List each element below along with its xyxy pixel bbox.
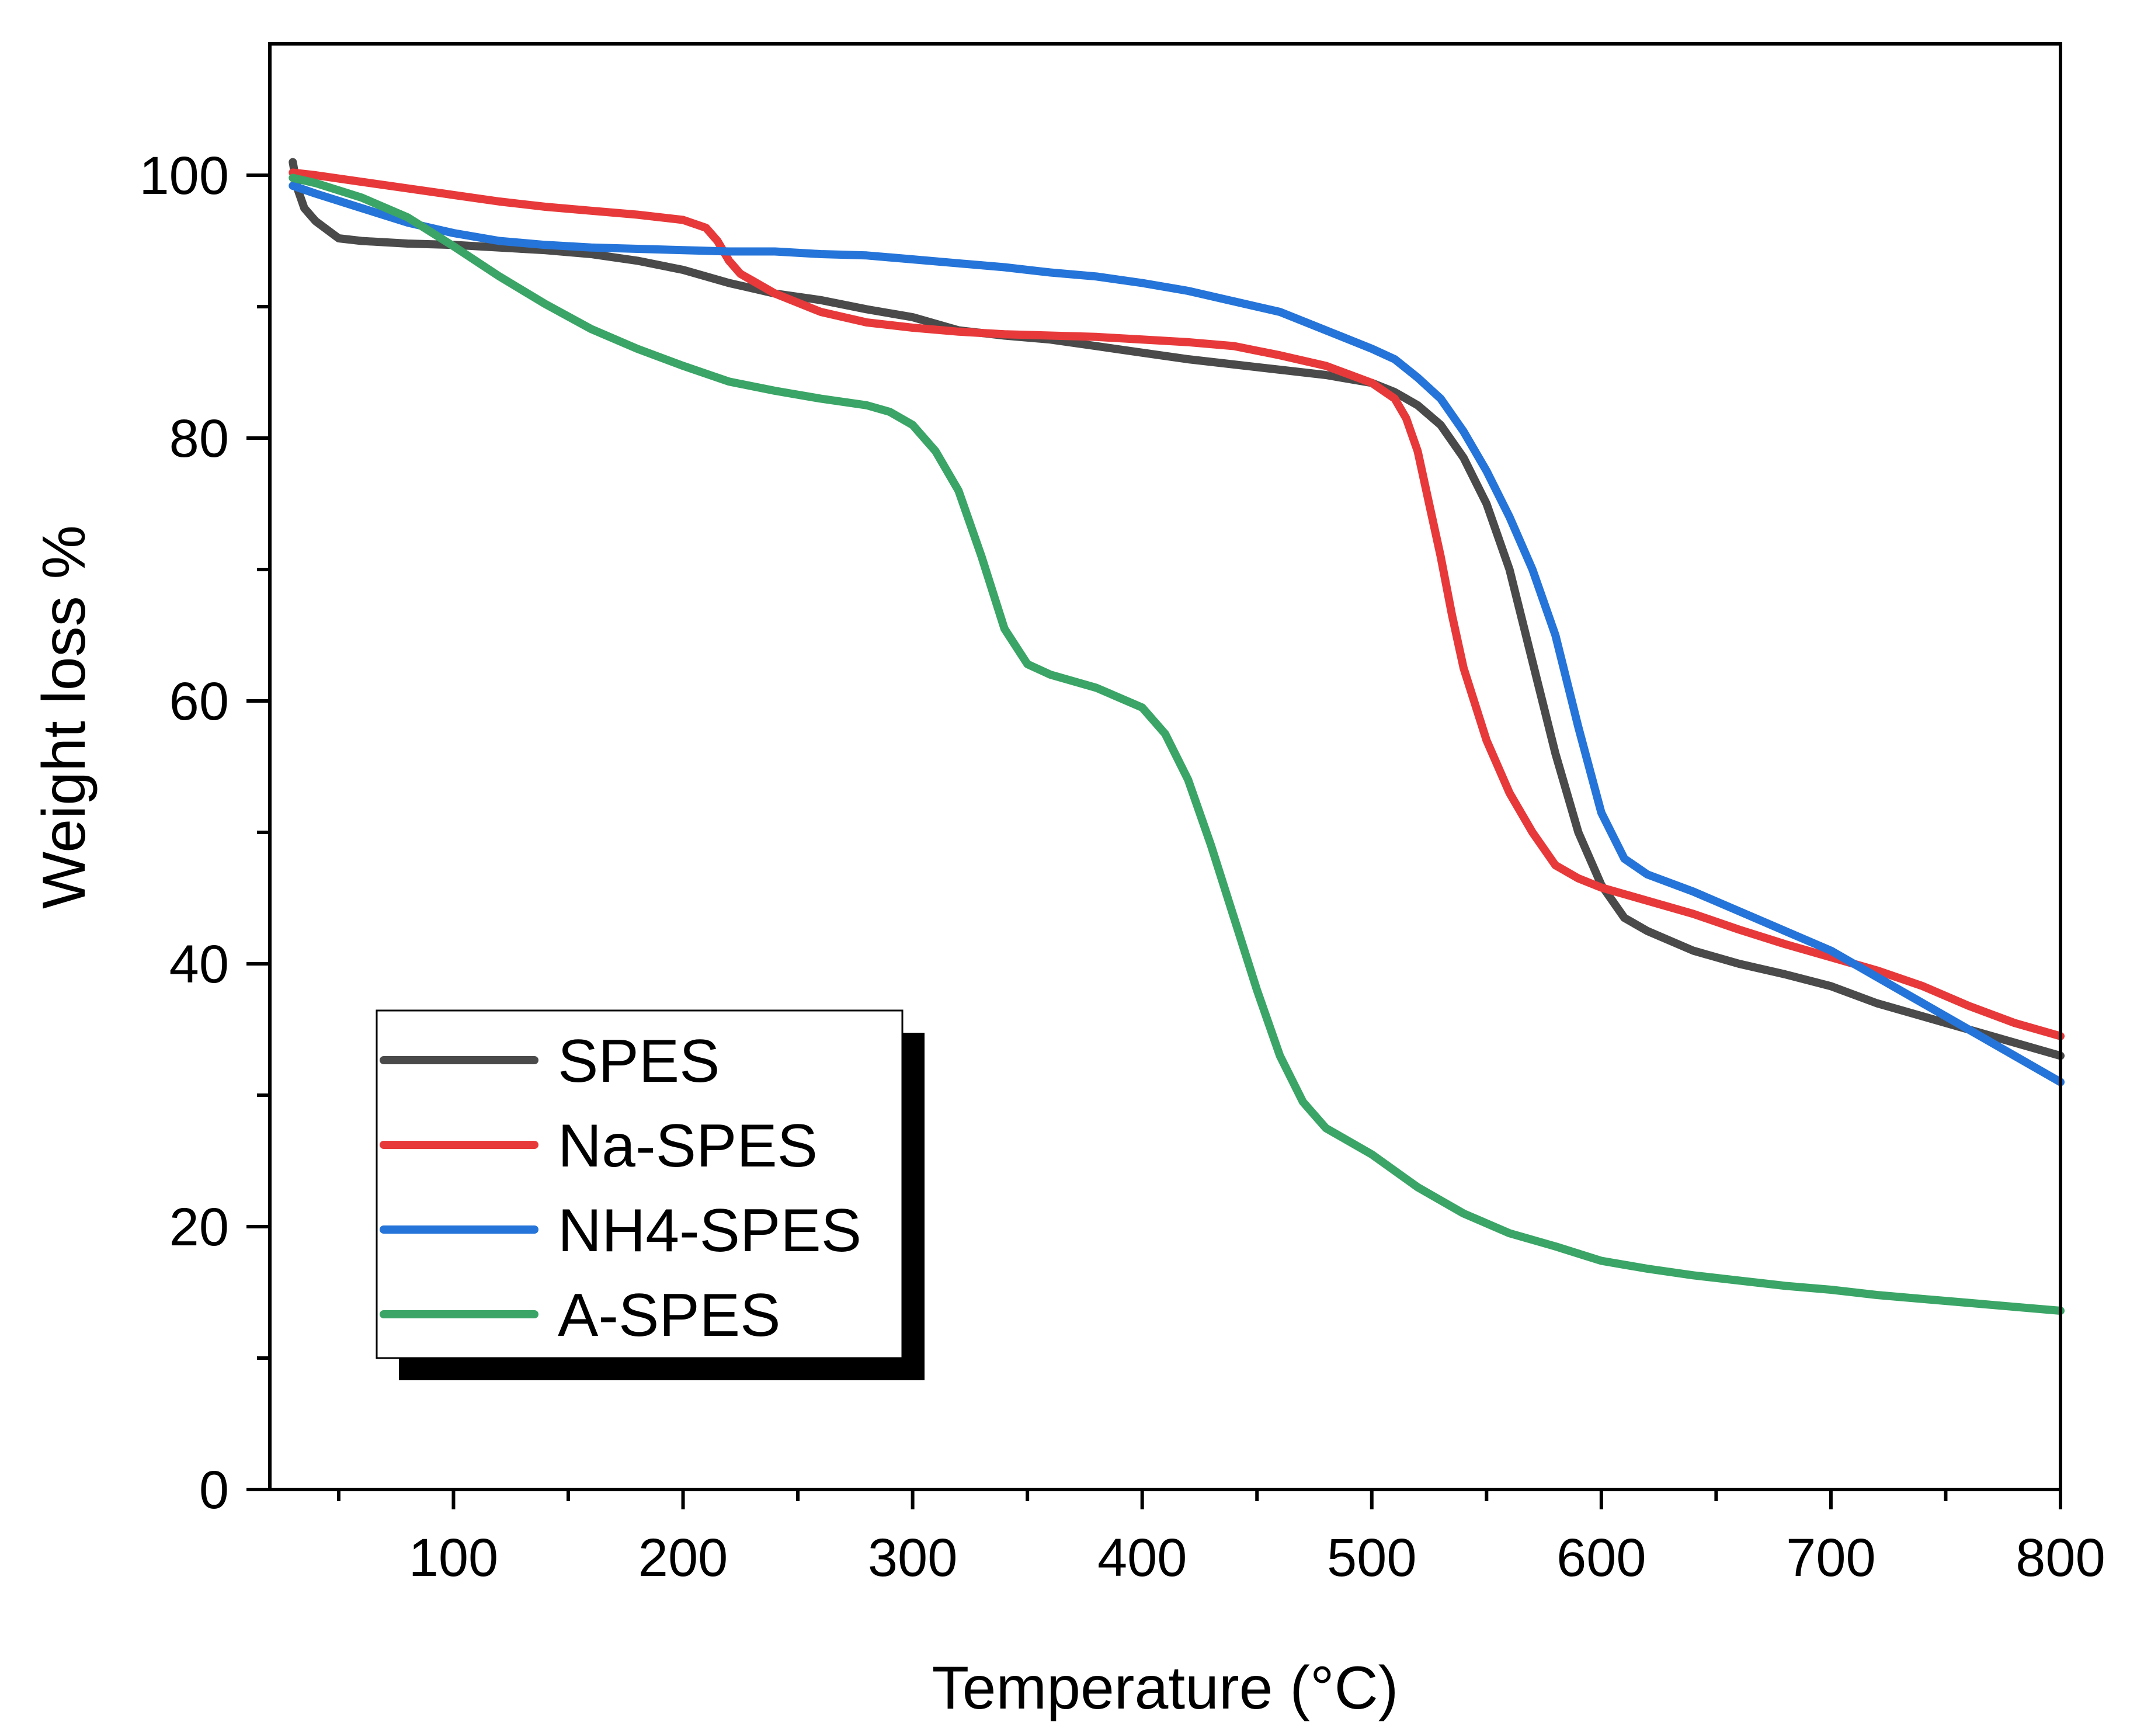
x-tick-label-600: 600 — [1556, 1528, 1646, 1588]
x-tick-label-100: 100 — [409, 1528, 499, 1588]
legend-items: SPES Na-SPES NH4-SPES A-SPES — [380, 1027, 861, 1349]
legend-label-a-spes: A-SPES — [558, 1282, 780, 1349]
plot-frame — [268, 42, 2062, 1491]
x-tick-label-500: 500 — [1327, 1528, 1417, 1588]
x-tick-label-800: 800 — [2016, 1528, 2105, 1588]
series-line-na-spes — [289, 168, 2065, 1040]
ticks-layer: 100 200 300 400 500 600 700 800 0 20 40 60 80 100 — [140, 146, 2105, 1588]
y-tick-label-40: 40 — [169, 935, 229, 994]
y-axis-title: Weight loss % — [30, 525, 98, 909]
x-tick-label-400: 400 — [1097, 1528, 1187, 1588]
series-layer — [289, 158, 2065, 1315]
legend-label-nh4-spes: NH4-SPES — [558, 1197, 861, 1265]
legend: SPES Na-SPES NH4-SPES A-SPES — [376, 1009, 925, 1380]
y-tick-label-60: 60 — [169, 672, 229, 731]
legend-label-na-spes: Na-SPES — [558, 1112, 818, 1180]
y-tick-label-0: 0 — [199, 1460, 229, 1520]
x-tick-label-300: 300 — [868, 1528, 958, 1588]
y-tick-label-100: 100 — [140, 146, 230, 206]
y-tick-label-20: 20 — [169, 1197, 229, 1257]
series-line-nh4-spes — [289, 182, 2065, 1086]
y-tick-label-80: 80 — [169, 409, 229, 468]
x-tick-label-700: 700 — [1786, 1528, 1876, 1588]
series-line-spes — [289, 158, 2065, 1060]
x-tick-label-200: 200 — [638, 1528, 728, 1588]
series-line-a-spes — [289, 173, 2065, 1315]
legend-label-spes: SPES — [558, 1027, 720, 1095]
legend-box — [376, 1009, 904, 1359]
x-axis-title: Temperature (°C) — [932, 1654, 1399, 1722]
